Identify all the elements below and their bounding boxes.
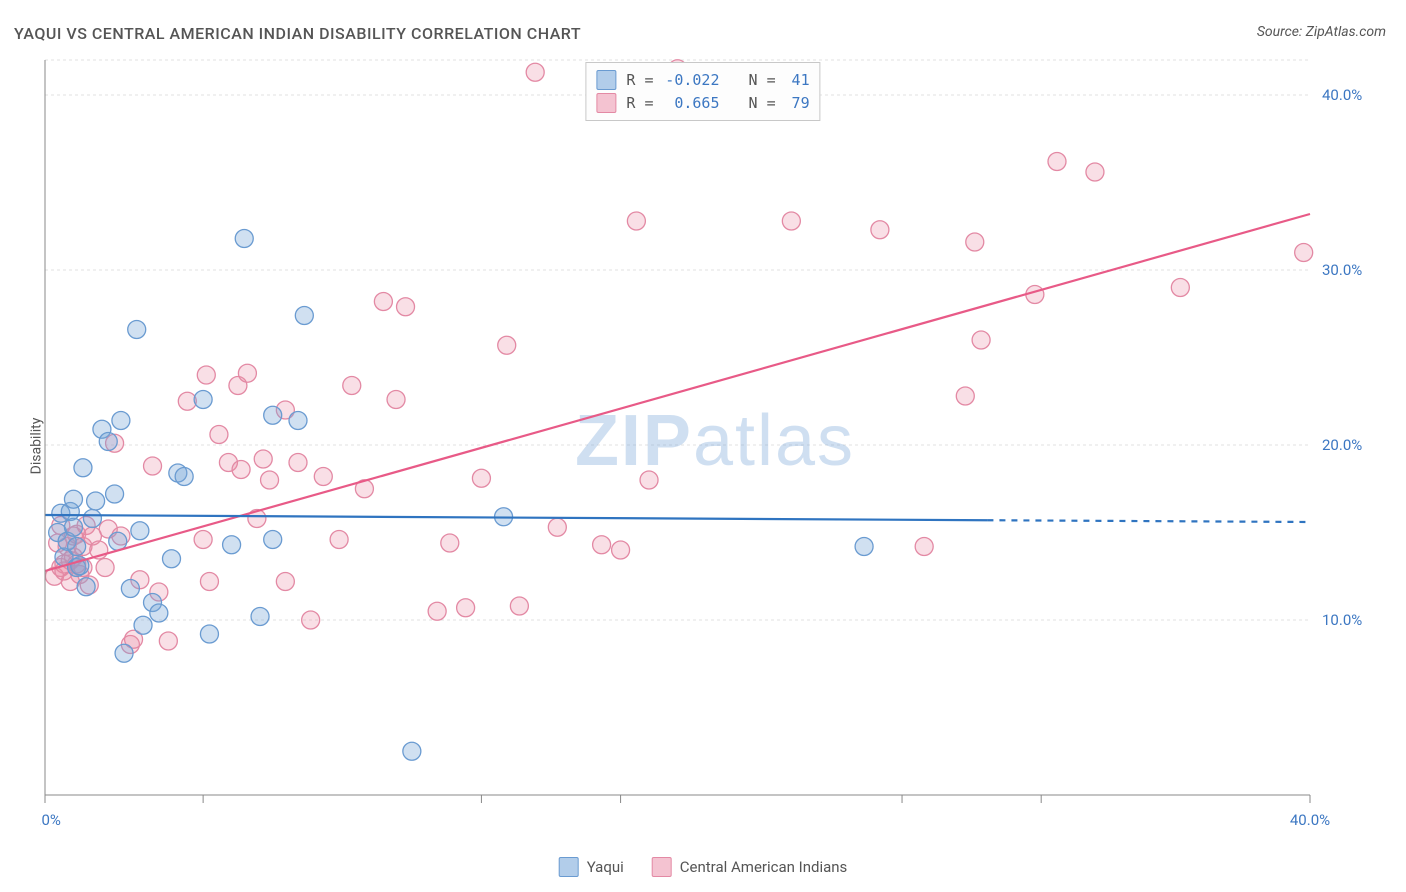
stats-box: R = -0.022 N = 41 R = 0.665 N = 79 bbox=[585, 62, 820, 121]
stats-swatch-b bbox=[596, 93, 616, 113]
chart-svg: 10.0% 20.0% 30.0% 40.0% ZIPatlas 0.0% 40.0% bbox=[40, 55, 1390, 835]
svg-text:10.0%: 10.0% bbox=[1322, 611, 1362, 629]
r-value-b: 0.665 bbox=[663, 92, 719, 115]
watermark: ZIPatlas bbox=[575, 401, 855, 481]
stats-row-b: R = 0.665 N = 79 bbox=[596, 92, 809, 115]
r-value-a: -0.022 bbox=[663, 69, 719, 92]
svg-text:40.0%: 40.0% bbox=[1322, 86, 1362, 104]
series-b-points bbox=[45, 60, 1312, 654]
n-value-b: 79 bbox=[786, 92, 810, 115]
series-a-points bbox=[49, 230, 873, 761]
stats-swatch-a bbox=[596, 70, 616, 90]
grid-layer: 10.0% 20.0% 30.0% 40.0% bbox=[45, 60, 1362, 629]
n-value-a: 41 bbox=[786, 69, 810, 92]
r-label: R = bbox=[626, 92, 653, 115]
svg-text:30.0%: 30.0% bbox=[1322, 261, 1362, 279]
chart-container: YAQUI VS CENTRAL AMERICAN INDIAN DISABIL… bbox=[0, 0, 1406, 892]
svg-text:20.0%: 20.0% bbox=[1322, 436, 1362, 454]
svg-text:40.0%: 40.0% bbox=[1290, 811, 1330, 829]
legend-swatch-b bbox=[652, 857, 672, 877]
legend-item-b: Central American Indians bbox=[652, 857, 848, 877]
legend-swatch-a bbox=[559, 857, 579, 877]
svg-text:0.0%: 0.0% bbox=[40, 811, 61, 829]
legend-label-b: Central American Indians bbox=[680, 858, 848, 876]
r-label: R = bbox=[626, 69, 653, 92]
bottom-legend: Yaqui Central American Indians bbox=[559, 857, 848, 877]
chart-source: Source: ZipAtlas.com bbox=[1257, 24, 1386, 40]
n-label: N = bbox=[749, 69, 776, 92]
legend-item-a: Yaqui bbox=[559, 857, 624, 877]
stats-row-a: R = -0.022 N = 41 bbox=[596, 69, 809, 92]
chart-title: YAQUI VS CENTRAL AMERICAN INDIAN DISABIL… bbox=[14, 24, 581, 43]
n-label: N = bbox=[749, 92, 776, 115]
legend-label-a: Yaqui bbox=[587, 858, 624, 876]
